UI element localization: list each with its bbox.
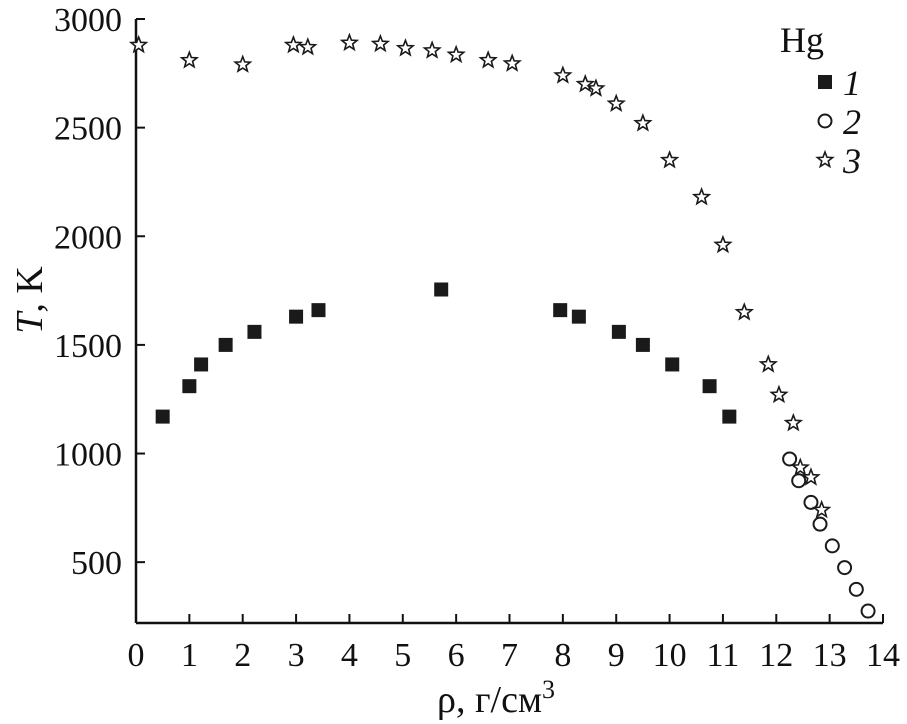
series-3-point xyxy=(395,38,416,57)
series-1-point xyxy=(247,324,262,339)
series-3-point xyxy=(758,354,779,373)
x-tick-label: 4 xyxy=(341,637,358,674)
legend-marker-2 xyxy=(817,113,833,129)
x-axis-title: ρ, г/см3 xyxy=(437,675,555,721)
series-3-point xyxy=(769,384,789,404)
series-3-point xyxy=(586,78,606,97)
x-axis-title-text: ρ, г/см xyxy=(437,679,542,721)
series-2-point xyxy=(824,538,840,554)
series-3-point xyxy=(339,32,360,52)
series-3-point xyxy=(283,34,304,54)
series-3-point xyxy=(713,234,733,254)
series-2-point xyxy=(782,451,798,467)
series-1-point xyxy=(665,357,680,372)
series-2-point xyxy=(860,603,876,619)
series-1-point xyxy=(571,309,586,324)
x-tick-label: 11 xyxy=(707,637,740,674)
series-3-point xyxy=(446,44,466,64)
series-1-point xyxy=(311,303,326,318)
series-3-point xyxy=(811,499,832,519)
series-3-point xyxy=(422,40,442,59)
x-tick-label: 8 xyxy=(554,637,571,674)
series-3-point xyxy=(606,93,626,113)
x-tick-label: 9 xyxy=(608,637,625,674)
legend-marker-3 xyxy=(815,149,835,169)
legend: Hg 123 xyxy=(780,20,861,181)
y-tick-label: 3000 xyxy=(54,2,122,39)
series-3-point xyxy=(128,34,149,54)
series-3-point xyxy=(783,412,804,432)
x-tick-label: 13 xyxy=(813,637,847,674)
y-tick-label: 2500 xyxy=(54,111,122,148)
legend-label-3: 3 xyxy=(842,141,861,181)
series-1-point xyxy=(722,409,737,424)
series-1-point xyxy=(194,357,209,372)
x-tick-label: 1 xyxy=(181,637,198,674)
series-3-point xyxy=(734,302,755,321)
x-tick-label: 6 xyxy=(448,637,465,674)
legend-title: Hg xyxy=(780,20,824,60)
legend-item-3: 3 xyxy=(815,141,861,181)
series-3-point xyxy=(370,33,391,53)
x-axis-ticks: 0 1 2 3 4 5 6 7 8 9 10 11 12 13 14 xyxy=(128,614,900,674)
series-3-point xyxy=(790,457,811,476)
y-axis-title: T, K xyxy=(9,266,51,334)
x-axis-title-superscript: 3 xyxy=(542,675,555,704)
x-tick-label: 10 xyxy=(653,637,687,674)
y-axis-ticks: 500 1000 1500 2000 2500 3000 xyxy=(54,2,145,582)
series-2-point xyxy=(791,473,807,489)
series-3-point xyxy=(575,73,596,93)
x-tick-label: 3 xyxy=(288,637,305,674)
series-3-point xyxy=(633,113,653,132)
series-1-point xyxy=(182,379,197,394)
series-3-point xyxy=(232,54,253,73)
series-1-point xyxy=(218,337,233,352)
y-tick-label: 500 xyxy=(71,545,122,582)
series-3-point xyxy=(298,36,318,56)
legend-label-1: 1 xyxy=(843,63,861,103)
series-1-point xyxy=(434,282,449,297)
x-tick-label: 0 xyxy=(128,637,145,674)
series-1-point xyxy=(611,324,626,339)
series-3-point xyxy=(801,467,821,486)
y-axis-unit: , K xyxy=(9,266,51,313)
x-tick-label: 14 xyxy=(866,637,900,674)
series-3-point xyxy=(478,50,498,69)
plot-frame xyxy=(134,19,883,625)
y-tick-label: 1500 xyxy=(54,328,122,365)
legend-item-2: 2 xyxy=(817,102,861,142)
series-2-point xyxy=(803,494,819,510)
x-tick-label: 2 xyxy=(234,637,251,674)
series-1-point xyxy=(289,309,304,324)
series-2-point xyxy=(848,581,864,597)
legend-item-1: 1 xyxy=(818,63,861,103)
y-axis-symbol: T xyxy=(9,310,51,334)
series-3 xyxy=(128,32,832,519)
legend-items: 123 xyxy=(815,63,861,181)
x-tick-label: 12 xyxy=(759,637,793,674)
series-layer xyxy=(128,32,876,619)
series-1-point xyxy=(702,379,717,394)
y-tick-label: 1000 xyxy=(54,437,122,474)
legend-label-2: 2 xyxy=(843,102,861,142)
series-1 xyxy=(155,282,737,424)
series-1-point xyxy=(635,337,650,352)
legend-marker-1 xyxy=(818,75,832,89)
series-3-point xyxy=(502,53,522,72)
series-3-point xyxy=(691,186,712,206)
x-tick-label: 7 xyxy=(501,637,518,674)
series-2 xyxy=(782,451,876,619)
series-2-point xyxy=(837,560,853,576)
series-1-point xyxy=(155,409,170,424)
series-3-point xyxy=(659,149,680,169)
series-3-point xyxy=(179,50,200,69)
series-1-point xyxy=(553,303,568,318)
y-tick-label: 2000 xyxy=(54,219,122,256)
series-2-point xyxy=(812,516,828,532)
x-tick-label: 5 xyxy=(394,637,411,674)
series-3-point xyxy=(553,65,573,84)
